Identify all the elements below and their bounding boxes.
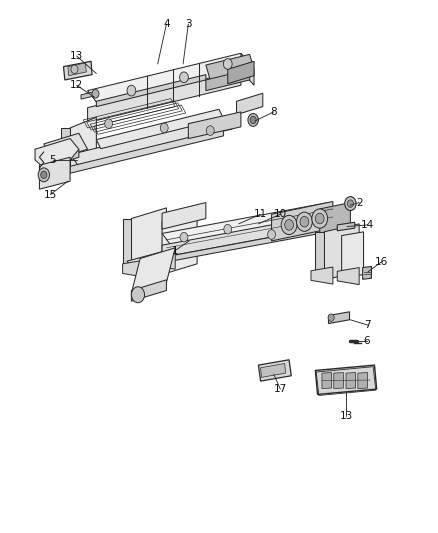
Text: 4: 4 <box>163 19 170 29</box>
Polygon shape <box>363 266 371 279</box>
Polygon shape <box>261 364 286 377</box>
Polygon shape <box>162 203 206 229</box>
Polygon shape <box>39 157 70 189</box>
Polygon shape <box>237 93 263 115</box>
Polygon shape <box>96 75 206 107</box>
Text: 5: 5 <box>49 155 56 165</box>
Polygon shape <box>61 128 70 171</box>
Circle shape <box>180 72 188 83</box>
Polygon shape <box>44 133 88 160</box>
Polygon shape <box>131 248 175 293</box>
Circle shape <box>347 200 353 207</box>
Circle shape <box>180 232 188 242</box>
Polygon shape <box>162 214 328 257</box>
Polygon shape <box>123 260 145 277</box>
Polygon shape <box>123 219 131 272</box>
Polygon shape <box>88 70 241 123</box>
Circle shape <box>92 90 99 98</box>
Polygon shape <box>315 365 377 394</box>
Polygon shape <box>70 129 223 173</box>
Polygon shape <box>320 203 350 242</box>
Polygon shape <box>162 227 328 263</box>
Polygon shape <box>258 360 291 381</box>
Polygon shape <box>358 373 367 389</box>
Text: 1: 1 <box>172 246 179 255</box>
Circle shape <box>328 314 334 321</box>
Text: 7: 7 <box>364 320 371 330</box>
Polygon shape <box>96 109 223 149</box>
Text: 10: 10 <box>274 209 287 219</box>
Circle shape <box>206 126 214 135</box>
Polygon shape <box>162 203 337 245</box>
Polygon shape <box>35 139 79 168</box>
Polygon shape <box>70 117 96 171</box>
Polygon shape <box>322 373 332 389</box>
Circle shape <box>223 59 232 69</box>
Text: 13: 13 <box>70 51 83 61</box>
Text: 3: 3 <box>185 19 192 29</box>
Polygon shape <box>64 61 92 80</box>
Polygon shape <box>228 61 254 84</box>
Text: 8: 8 <box>270 107 277 117</box>
Polygon shape <box>315 232 324 280</box>
Text: 14: 14 <box>361 220 374 230</box>
Circle shape <box>105 119 113 128</box>
Circle shape <box>224 224 232 234</box>
Text: 16: 16 <box>374 257 388 267</box>
Circle shape <box>160 123 168 133</box>
Text: 12: 12 <box>70 80 83 90</box>
Circle shape <box>297 212 312 231</box>
Circle shape <box>281 215 297 235</box>
Circle shape <box>315 213 324 224</box>
Text: 2: 2 <box>356 198 363 207</box>
Polygon shape <box>162 211 197 274</box>
Text: 11: 11 <box>254 209 267 219</box>
Text: 13: 13 <box>339 411 353 421</box>
Circle shape <box>312 209 328 228</box>
Polygon shape <box>70 117 232 166</box>
Circle shape <box>41 171 47 179</box>
Polygon shape <box>131 208 166 272</box>
Polygon shape <box>206 54 254 80</box>
Circle shape <box>248 114 258 126</box>
Text: 15: 15 <box>44 190 57 199</box>
Circle shape <box>268 230 276 239</box>
Polygon shape <box>342 232 364 278</box>
Circle shape <box>38 168 49 182</box>
Circle shape <box>250 116 256 124</box>
Polygon shape <box>131 280 166 301</box>
Text: 6: 6 <box>364 336 371 346</box>
Polygon shape <box>337 222 355 231</box>
Polygon shape <box>153 252 175 269</box>
Polygon shape <box>81 92 94 99</box>
Circle shape <box>71 65 78 74</box>
Polygon shape <box>311 267 333 284</box>
Text: 17: 17 <box>274 384 287 394</box>
Circle shape <box>300 216 309 227</box>
Circle shape <box>127 85 136 96</box>
Polygon shape <box>241 53 254 85</box>
Polygon shape <box>188 112 241 139</box>
Polygon shape <box>337 268 359 285</box>
Polygon shape <box>324 224 359 280</box>
Polygon shape <box>44 149 79 168</box>
Circle shape <box>345 197 356 211</box>
Polygon shape <box>346 373 356 389</box>
Polygon shape <box>88 53 254 108</box>
Polygon shape <box>334 373 343 389</box>
Polygon shape <box>127 251 175 272</box>
Circle shape <box>131 287 145 303</box>
Polygon shape <box>272 201 333 241</box>
Polygon shape <box>206 69 250 91</box>
Circle shape <box>285 220 293 230</box>
Polygon shape <box>328 312 350 324</box>
Polygon shape <box>68 63 86 76</box>
